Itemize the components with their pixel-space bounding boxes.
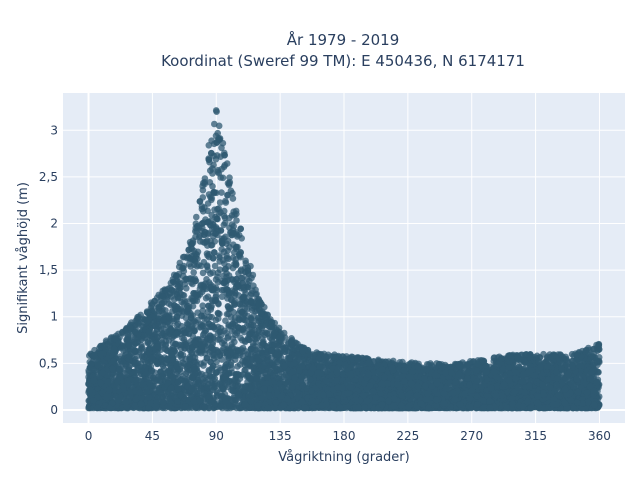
data-point (224, 334, 231, 342)
data-point (190, 269, 197, 276)
data-point (118, 343, 125, 351)
data-point (233, 217, 240, 224)
data-point (218, 246, 225, 253)
data-point (216, 199, 224, 206)
data-point (208, 194, 215, 202)
data-point (203, 263, 211, 271)
chart-title-line-1: År 1979 - 2019 (287, 30, 400, 49)
data-point (229, 195, 237, 202)
data-point (218, 165, 225, 173)
data-point (199, 269, 207, 277)
data-points (85, 107, 603, 412)
data-point (242, 257, 249, 265)
data-point (238, 235, 245, 242)
data-point (179, 334, 186, 342)
data-point (568, 350, 576, 358)
data-point (211, 262, 219, 270)
chart-title-line-2: Koordinat (Sweref 99 TM): E 450436, N 61… (161, 52, 525, 70)
data-point (239, 274, 246, 282)
data-point (222, 197, 229, 205)
data-point (219, 174, 227, 182)
data-point (228, 221, 236, 228)
